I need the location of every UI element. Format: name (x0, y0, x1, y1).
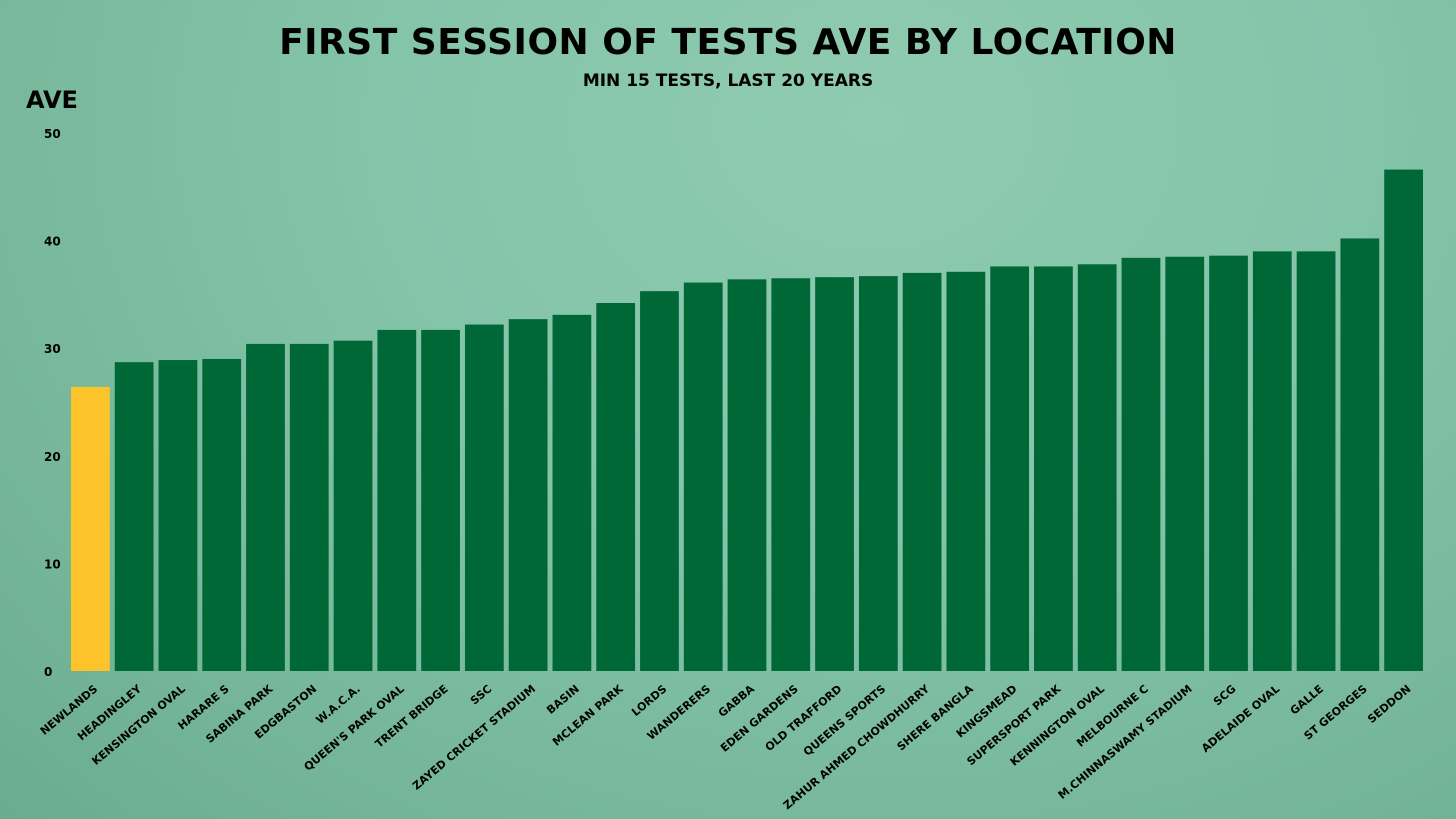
x-tick-label: SHERE BANGLA (895, 682, 977, 753)
x-tick-label: GABBA (716, 682, 758, 720)
bar (1252, 251, 1292, 672)
bar (464, 324, 504, 671)
bar (902, 272, 942, 671)
bar (246, 343, 285, 671)
bar (289, 343, 329, 671)
x-tick-label: ADELAIDE OVAL (1199, 682, 1282, 755)
x-tick-label: EDEN GARDENS (718, 682, 801, 754)
bar (1384, 169, 1423, 671)
bar (114, 362, 154, 671)
bar (333, 340, 373, 671)
bar (421, 329, 460, 671)
x-tick-label: LORDS (629, 682, 669, 719)
y-tick-label: 10 (44, 557, 61, 571)
bar (202, 358, 242, 671)
bar (596, 303, 636, 671)
y-axis-label: AVE (26, 86, 78, 114)
bar (946, 271, 986, 671)
y-tick-label: 20 (44, 450, 61, 464)
bar (552, 314, 592, 671)
y-tick-label: 50 (44, 127, 61, 141)
bar (1340, 238, 1380, 671)
bar (1121, 257, 1161, 671)
bar (1034, 266, 1073, 671)
bar (1077, 264, 1117, 671)
bar (508, 319, 548, 671)
x-tick-label: SEDDON (1365, 682, 1413, 726)
bar (71, 386, 110, 671)
bar (640, 291, 679, 671)
y-axis-ticks: 0 10 20 30 40 50 (44, 127, 61, 679)
bar (377, 329, 417, 671)
y-tick-label: 30 (44, 342, 61, 356)
chart-title: FIRST SESSION OF TESTS AVE BY LOCATION (279, 22, 1177, 63)
bar (771, 278, 811, 671)
bars (71, 169, 1423, 672)
bar (990, 266, 1030, 671)
chart-subtitle: MIN 15 TESTS, LAST 20 YEARS (582, 71, 874, 91)
bar (683, 282, 723, 671)
bar (158, 360, 198, 671)
x-tick-label: GALLE (1288, 682, 1326, 717)
bar (1209, 255, 1248, 671)
x-tick-label: SSC (468, 682, 494, 707)
x-tick-label: TRENT BRIDGE (373, 682, 451, 750)
x-tick-label: QUEENS SPORTS (801, 682, 888, 758)
bar (727, 279, 767, 671)
bar (1165, 256, 1205, 671)
y-tick-label: 0 (44, 665, 52, 679)
x-tick-label: SCG (1211, 682, 1239, 708)
x-tick-label: BASIN (544, 682, 582, 716)
y-tick-label: 40 (44, 235, 61, 249)
bar (858, 276, 898, 671)
x-tick-label: OLD TRAFFORD (763, 682, 845, 754)
bar (1296, 251, 1336, 672)
bar (815, 277, 854, 671)
